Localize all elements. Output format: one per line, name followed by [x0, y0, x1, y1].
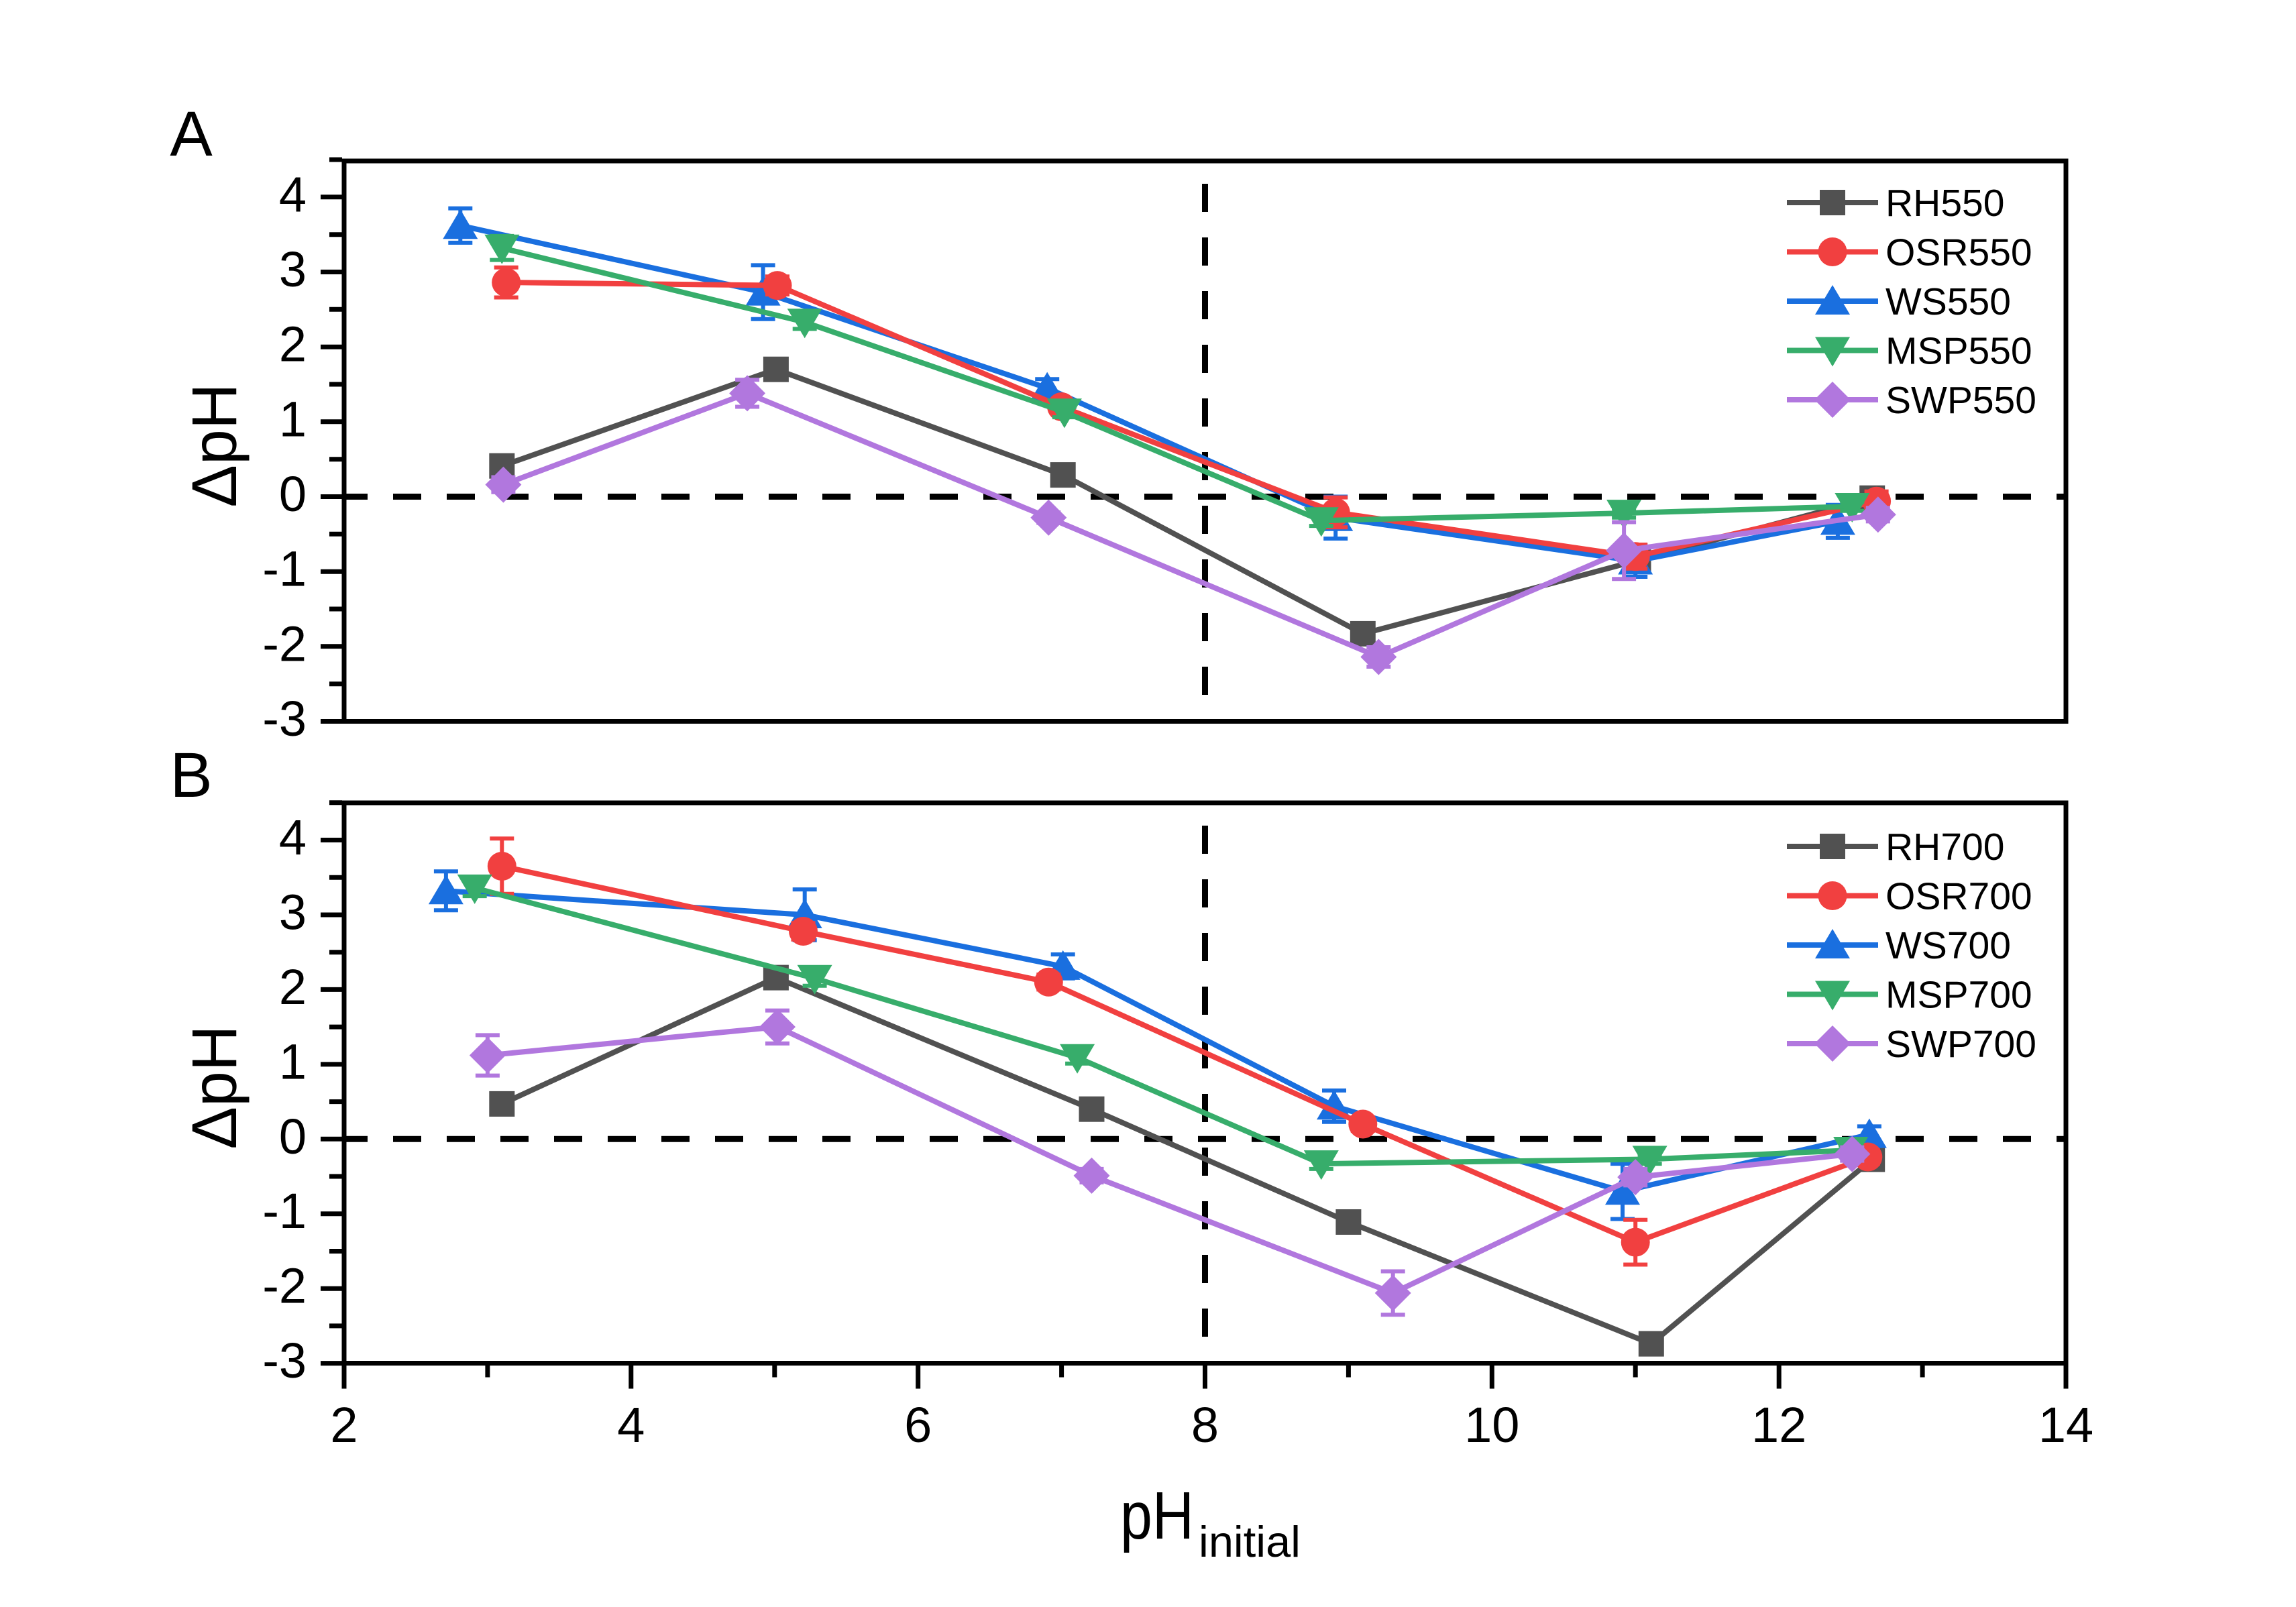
svg-text:14: 14 [2038, 1397, 2093, 1453]
svg-text:MSP550: MSP550 [1885, 330, 2032, 373]
svg-text:SWP550: SWP550 [1885, 379, 2036, 422]
svg-text:initial: initial [1199, 1517, 1301, 1566]
svg-text:MSP700: MSP700 [1885, 974, 2032, 1017]
svg-text:2: 2 [330, 1397, 358, 1453]
svg-text:SWP700: SWP700 [1885, 1023, 2036, 1066]
svg-text:B: B [170, 740, 212, 811]
svg-text:WS700: WS700 [1885, 924, 2011, 967]
svg-text:4: 4 [279, 166, 307, 222]
svg-text:OSR700: OSR700 [1885, 875, 2032, 918]
svg-text:0: 0 [279, 466, 307, 522]
svg-text:1: 1 [279, 1034, 307, 1089]
svg-text:8: 8 [1191, 1397, 1219, 1453]
svg-text:0: 0 [279, 1109, 307, 1164]
svg-text:WS550: WS550 [1885, 280, 2011, 323]
svg-text:12: 12 [1751, 1397, 1806, 1453]
svg-text:ΔpH: ΔpH [179, 384, 250, 508]
svg-text:1: 1 [279, 391, 307, 447]
svg-text:pH: pH [1120, 1478, 1194, 1553]
svg-text:3: 3 [279, 885, 307, 940]
svg-text:4: 4 [279, 810, 307, 865]
svg-text:RH700: RH700 [1885, 826, 2004, 869]
svg-text:2: 2 [279, 317, 307, 372]
svg-text:6: 6 [904, 1397, 932, 1453]
svg-text:OSR550: OSR550 [1885, 231, 2032, 274]
svg-text:10: 10 [1464, 1397, 1519, 1453]
svg-text:-3: -3 [262, 1333, 307, 1388]
svg-text:2: 2 [279, 959, 307, 1015]
svg-text:RH550: RH550 [1885, 182, 2004, 225]
svg-text:-1: -1 [262, 1183, 307, 1239]
svg-text:ΔpH: ΔpH [179, 1026, 250, 1150]
svg-text:A: A [170, 99, 213, 170]
svg-text:-2: -2 [262, 1258, 307, 1314]
svg-text:4: 4 [617, 1397, 645, 1453]
svg-text:-1: -1 [262, 541, 307, 597]
svg-text:-2: -2 [262, 616, 307, 671]
svg-text:3: 3 [279, 241, 307, 297]
svg-text:-3: -3 [262, 691, 307, 746]
